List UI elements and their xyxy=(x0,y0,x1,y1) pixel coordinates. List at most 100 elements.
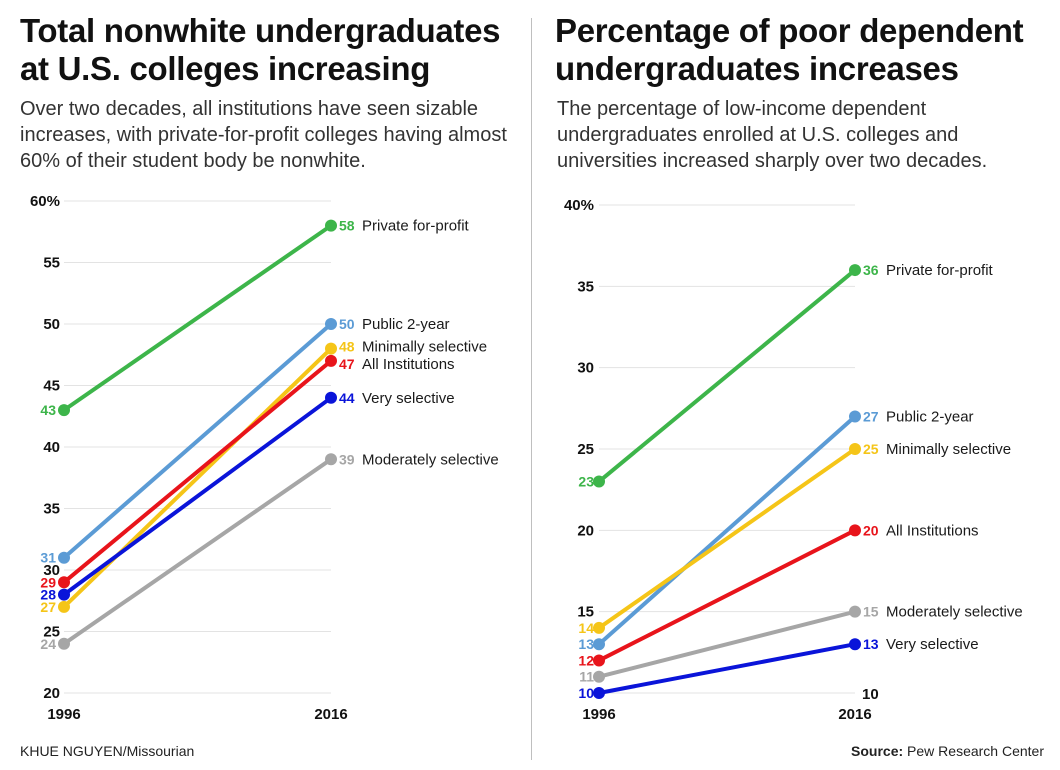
series-line-private-for-profit xyxy=(597,268,857,484)
series-line-all-institutions xyxy=(597,528,857,663)
series-line-moderately-selective xyxy=(62,457,333,646)
data-label: 24 xyxy=(40,636,56,652)
x-tick-label: 2016 xyxy=(838,706,871,723)
series-line-very-selective xyxy=(597,642,857,695)
y-tick-label: 60% xyxy=(30,193,60,210)
data-point xyxy=(325,391,337,404)
data-label: 58 xyxy=(339,218,355,234)
source-label: Source: xyxy=(851,743,904,759)
data-point xyxy=(849,264,861,277)
byline-outlet: /Missourian xyxy=(122,743,195,759)
x-tick-label: 1996 xyxy=(582,706,615,723)
y-tick-label: 35 xyxy=(43,501,60,518)
left-chart-subtitle: Over two decades, all institutions have … xyxy=(20,98,507,172)
series-name-label: Public 2-year xyxy=(362,316,450,333)
byline-author: KHUE NGUYEN xyxy=(20,743,123,759)
y-tick-label: 20 xyxy=(577,522,594,539)
series-line-all-institutions xyxy=(62,358,333,585)
y-tick-label: 10 xyxy=(862,686,879,703)
data-point xyxy=(325,318,337,330)
data-label: 31 xyxy=(40,550,56,566)
y-tick-label: 40 xyxy=(43,439,60,456)
data-point xyxy=(58,600,70,613)
data-label: 12 xyxy=(578,652,594,668)
data-label: 50 xyxy=(339,316,355,332)
series-line-private-for-profit xyxy=(62,223,333,413)
series-line-very-selective xyxy=(62,395,333,597)
data-point xyxy=(325,354,337,367)
data-point xyxy=(849,524,861,537)
data-point xyxy=(325,453,337,466)
data-point xyxy=(58,588,70,601)
series-line-minimally-selective xyxy=(597,447,857,630)
data-point xyxy=(593,638,605,651)
right-chart-subtitle: The percentage of low-income dependent u… xyxy=(557,98,988,172)
y-tick-label: 45 xyxy=(43,378,60,395)
source-value: Pew Research Center xyxy=(907,743,1044,759)
series-line-public-2-year xyxy=(597,414,857,647)
data-label: 36 xyxy=(863,262,879,278)
y-tick-label: 15 xyxy=(577,604,594,621)
data-label: 15 xyxy=(863,604,879,620)
y-tick-label: 30 xyxy=(43,562,60,579)
data-point xyxy=(325,342,337,355)
data-label: 28 xyxy=(40,587,56,603)
y-tick-label: 55 xyxy=(43,255,60,272)
series-name-label: Private for-profit xyxy=(362,218,470,235)
y-tick-label: 35 xyxy=(577,278,594,295)
y-tick-label: 40% xyxy=(564,197,594,214)
data-point xyxy=(593,687,605,699)
data-label: 44 xyxy=(339,390,355,406)
y-tick-label: 50 xyxy=(43,316,60,333)
series-line-public-2-year xyxy=(62,322,333,560)
right-line-chart: 15 20 25 30 35 40% 10 1996 2016 23 36 Private for-p… xyxy=(564,197,1023,723)
x-tick-label: 1996 xyxy=(47,706,80,723)
data-point xyxy=(849,638,861,651)
y-tick-label: 25 xyxy=(43,624,60,641)
series-name-label: Private for-profit xyxy=(886,262,994,279)
data-point xyxy=(849,605,861,618)
data-label: 29 xyxy=(40,574,56,590)
data-label: 27 xyxy=(40,599,56,615)
data-point xyxy=(58,404,70,417)
x-tick-label: 2016 xyxy=(314,706,347,723)
series-name-label: Moderately selective xyxy=(886,604,1023,621)
data-label: 47 xyxy=(339,356,355,372)
series-name-label: Public 2-year xyxy=(886,408,974,425)
data-label: 11 xyxy=(579,669,594,685)
data-point xyxy=(593,670,605,683)
panel-divider xyxy=(531,18,532,760)
data-label: 20 xyxy=(863,522,879,538)
series-name-label: Very selective xyxy=(362,390,455,407)
series-name-label: Very selective xyxy=(886,636,979,653)
data-label: 39 xyxy=(339,451,355,467)
data-point xyxy=(849,443,861,455)
data-point xyxy=(593,654,605,667)
data-point xyxy=(325,219,337,232)
data-label: 27 xyxy=(863,408,879,424)
y-tick-label: 25 xyxy=(577,441,594,458)
data-label: 25 xyxy=(863,441,879,457)
data-label: 23 xyxy=(578,474,594,490)
series-name-label: All Institutions xyxy=(886,522,979,539)
series-name-label: Moderately selective xyxy=(362,451,499,468)
data-point xyxy=(593,475,605,488)
data-point xyxy=(58,551,70,564)
series-name-label: Minimally selective xyxy=(886,441,1011,458)
right-chart-title: Percentage of poor dependent undergradua… xyxy=(555,12,1024,87)
byline: KHUE NGUYEN/Missourian xyxy=(20,743,194,759)
data-label: 13 xyxy=(863,636,879,652)
data-point xyxy=(849,410,861,423)
series-name-label: Minimally selective xyxy=(362,339,487,356)
data-point xyxy=(58,576,70,589)
series-line-moderately-selective xyxy=(597,609,857,679)
data-label: 43 xyxy=(40,402,56,418)
data-point xyxy=(593,621,605,634)
y-tick-label: 20 xyxy=(43,685,60,702)
series-name-label: All Institutions xyxy=(362,356,455,373)
data-label: 48 xyxy=(339,339,355,355)
y-tick-label: 30 xyxy=(577,360,594,377)
data-point xyxy=(58,637,70,650)
source-credit: Source: Pew Research Center xyxy=(851,743,1044,759)
data-label: 14 xyxy=(578,620,594,636)
